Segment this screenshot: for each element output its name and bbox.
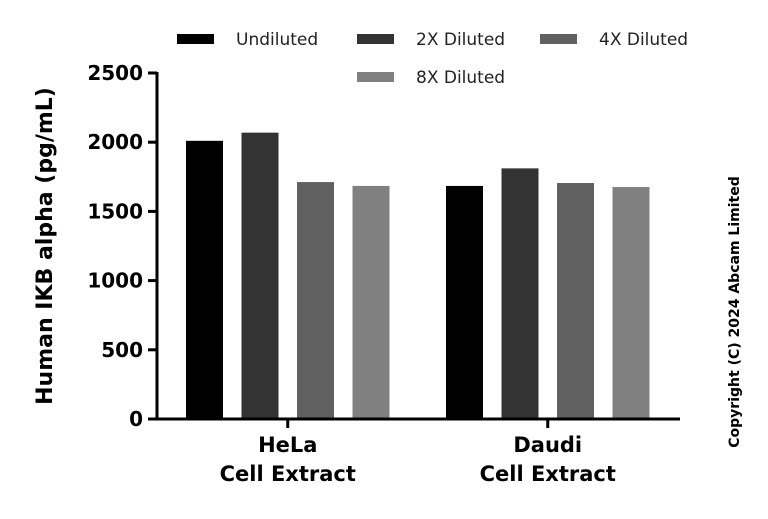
legend: Undiluted 2X Diluted 4X Diluted 8X Diluted [177, 30, 688, 88]
legend-swatch [177, 34, 214, 44]
bar-4x-diluted [297, 182, 334, 419]
legend-label: 8X Diluted [416, 68, 505, 88]
bar-2x-diluted [501, 168, 539, 419]
y-tick-label: 500 [101, 338, 143, 362]
bar-undiluted [446, 185, 483, 419]
x-tick-label: Cell Extract [480, 462, 616, 486]
bar-undiluted [186, 140, 223, 420]
legend-label: 4X Diluted [599, 30, 688, 50]
y-tick-label: 2000 [87, 130, 143, 154]
axes: 0 500 1000 1500 2000 2500 HeLa Cell Extract Daud… [87, 61, 680, 486]
y-axis-label: Human IKB alpha (pg/mL) [33, 87, 58, 405]
bars [186, 132, 650, 420]
y-tick-label: 1000 [87, 269, 143, 293]
y-tick-label: 1500 [87, 199, 143, 223]
x-tick-label: Daudi [513, 433, 582, 457]
x-tick-label: Cell Extract [220, 462, 356, 486]
y-tick-label: 0 [129, 407, 143, 431]
legend-label: Undiluted [236, 30, 318, 50]
bar-4x-diluted [557, 183, 594, 419]
y-tick-label: 2500 [87, 61, 143, 85]
legend-swatch [357, 34, 394, 44]
bar-2x-diluted [241, 132, 279, 420]
legend-swatch [540, 34, 577, 44]
x-tick-label: HeLa [258, 433, 317, 457]
bar-8x-diluted [352, 185, 390, 419]
legend-swatch [357, 72, 394, 82]
copyright: Copyright (C) 2024 Abcam Limited [727, 176, 743, 447]
legend-label: 2X Diluted [416, 30, 505, 50]
bar-8x-diluted [612, 187, 650, 419]
